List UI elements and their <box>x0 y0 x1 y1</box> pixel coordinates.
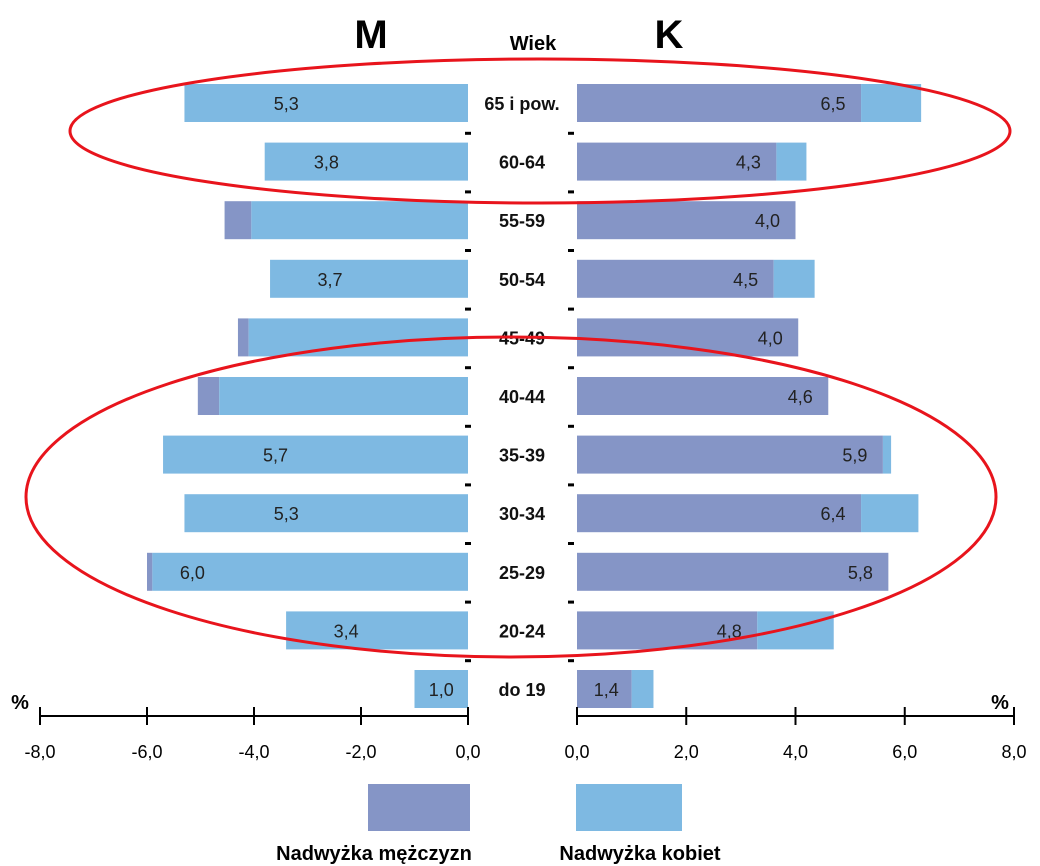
right-bar <box>577 670 632 708</box>
bars-layer: 5,3 6,5 3,8 4,3 4,0 3,7 4,5 4,0 4,6 5,7 5,9 5,3 6,4 6… <box>147 84 922 708</box>
left-bar-value-label: 5,3 <box>274 94 299 114</box>
right-bar-female-excess <box>773 259 815 298</box>
left-bar-value-label: 1,0 <box>429 680 454 700</box>
highlight-layer <box>24 57 1012 659</box>
left-bar-value-label: 6,0 <box>180 563 205 583</box>
left-axis-tick-label: 0,0 <box>455 742 480 762</box>
axes-layer: -8,0 -6,0 -4,0 -2,0 0,0 0,0 2,0 4,0 6,0 8,0 <box>24 707 1027 762</box>
left-bar-value-label: 5,7 <box>263 446 288 466</box>
legend-swatch-female-excess <box>576 784 682 831</box>
legend: Nadwyżka mężczyzn Nadwyżka kobiet <box>276 784 721 865</box>
right-bar-value-label: 4,5 <box>733 270 758 290</box>
age-group-label: 65 i pow. <box>484 94 559 114</box>
age-group-label: 30-34 <box>499 504 545 524</box>
left-bar-male-excess <box>224 201 252 240</box>
left-bar <box>163 435 469 474</box>
right-bar <box>577 377 829 415</box>
right-bar-female-excess <box>631 670 654 708</box>
age-group-label: 50-54 <box>499 270 545 290</box>
age-group-label: 60-64 <box>499 153 545 173</box>
left-bar-male-excess <box>197 377 220 415</box>
right-bar-value-label: 4,3 <box>736 153 761 173</box>
right-axis-tick-label: 4,0 <box>783 742 808 762</box>
right-bar-female-excess <box>757 611 834 650</box>
right-axis-tick-label: 0,0 <box>564 742 589 762</box>
left-bar <box>270 259 468 298</box>
right-bar <box>577 201 796 240</box>
left-bar <box>219 377 468 415</box>
left-axis-tick-label: -4,0 <box>238 742 269 762</box>
age-group-label: do 19 <box>498 680 545 700</box>
right-bar <box>577 259 774 298</box>
left-bar <box>251 201 468 240</box>
left-bar <box>248 318 468 357</box>
age-group-label: 25-29 <box>499 563 545 583</box>
right-bar-value-label: 1,4 <box>594 680 619 700</box>
age-group-label: 55-59 <box>499 211 545 231</box>
left-bar <box>414 670 468 708</box>
left-bar-value-label: 5,3 <box>274 504 299 524</box>
right-bar <box>577 84 862 122</box>
category-header: Wiek <box>510 33 557 55</box>
right-bar-female-excess <box>861 84 922 122</box>
right-bar <box>577 142 777 181</box>
right-bar-female-excess <box>776 142 807 181</box>
right-bar-female-excess <box>861 494 919 533</box>
right-bar-female-excess <box>882 435 892 474</box>
right-bar-value-label: 6,4 <box>821 504 846 524</box>
left-bar <box>152 552 468 591</box>
right-bar-value-label: 4,0 <box>755 211 780 231</box>
legend-label-male-excess: Nadwyżka mężczyzn <box>276 843 472 865</box>
right-bar-value-label: 4,6 <box>788 387 813 407</box>
left-axis-unit-label: % <box>11 692 29 714</box>
age-group-label: 35-39 <box>499 446 545 466</box>
highlight-ellipse-working-age <box>24 335 998 659</box>
right-axis-tick-label: 2,0 <box>674 742 699 762</box>
right-bar <box>577 494 862 533</box>
right-bar <box>577 611 758 650</box>
right-bar <box>577 318 799 357</box>
legend-swatch-male-excess <box>368 784 470 831</box>
age-group-label: 20-24 <box>499 621 545 641</box>
right-axis-tick-label: 6,0 <box>892 742 917 762</box>
right-axis-tick-label: 8,0 <box>1001 742 1026 762</box>
left-axis-tick-label: -8,0 <box>24 742 55 762</box>
center-ticks-layer <box>465 131 574 663</box>
right-bar-value-label: 5,9 <box>842 446 867 466</box>
left-bar-male-excess <box>237 318 249 357</box>
right-panel-label: K <box>655 13 684 57</box>
left-bar <box>184 84 468 122</box>
left-axis-tick-label: -6,0 <box>131 742 162 762</box>
legend-label-female-excess: Nadwyżka kobiet <box>559 843 721 865</box>
left-bar-value-label: 3,4 <box>334 621 359 641</box>
category-labels-layer: 65 i pow.60-6455-5950-5445-4940-4435-393… <box>484 94 559 700</box>
left-bar-value-label: 3,8 <box>314 153 339 173</box>
left-panel-label: M <box>354 13 387 57</box>
left-bar <box>264 142 468 181</box>
right-axis-unit-label: % <box>991 692 1009 714</box>
highlight-ellipse-older <box>68 57 1012 205</box>
left-bar-value-label: 3,7 <box>318 270 343 290</box>
age-group-label: 40-44 <box>499 387 545 407</box>
left-bar <box>184 494 468 533</box>
left-axis-tick-label: -2,0 <box>345 742 376 762</box>
right-bar-value-label: 6,5 <box>821 94 846 114</box>
right-bar <box>577 552 889 591</box>
right-bar-value-label: 4,8 <box>717 621 742 641</box>
right-bar <box>577 435 883 474</box>
left-bar-male-excess <box>147 552 153 591</box>
right-bar-value-label: 4,0 <box>758 328 783 348</box>
right-bar-value-label: 5,8 <box>848 563 873 583</box>
